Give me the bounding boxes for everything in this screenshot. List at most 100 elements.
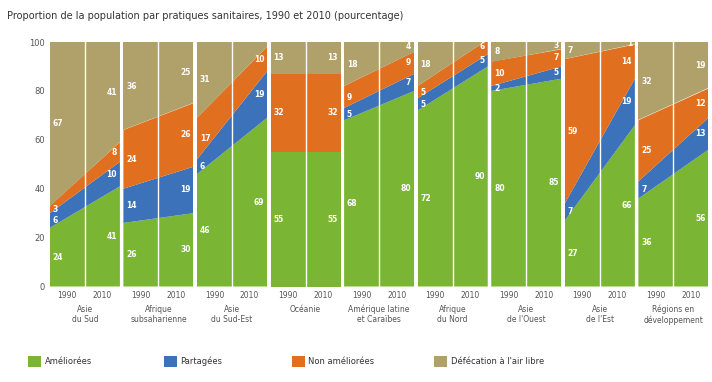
Text: 12: 12	[695, 99, 706, 108]
Text: 46: 46	[200, 226, 210, 235]
Text: 36: 36	[126, 81, 137, 91]
Text: 8: 8	[494, 47, 499, 56]
Text: 68: 68	[347, 199, 357, 208]
Polygon shape	[197, 47, 267, 159]
Text: 59: 59	[567, 127, 578, 136]
Text: 90: 90	[474, 172, 485, 181]
Text: 19: 19	[180, 185, 191, 194]
Text: 18: 18	[421, 60, 431, 68]
Text: 69: 69	[253, 197, 264, 207]
Polygon shape	[344, 42, 414, 86]
Text: 8: 8	[112, 147, 117, 157]
Text: 18: 18	[347, 60, 357, 68]
Text: 13: 13	[328, 53, 337, 62]
X-axis label: Asie
de l'Ouest: Asie de l'Ouest	[507, 304, 545, 324]
Text: 26: 26	[126, 250, 137, 259]
Text: 72: 72	[421, 194, 431, 203]
Text: 19: 19	[622, 97, 632, 107]
Text: 55: 55	[328, 215, 337, 224]
Text: 3: 3	[553, 41, 558, 50]
Polygon shape	[639, 150, 708, 286]
X-axis label: Asie
du Sud: Asie du Sud	[72, 304, 98, 324]
Text: 10: 10	[494, 69, 505, 78]
Polygon shape	[271, 152, 340, 286]
Text: 7: 7	[567, 46, 573, 55]
Text: 5: 5	[421, 100, 426, 109]
Text: 80: 80	[494, 184, 505, 193]
Text: 32: 32	[328, 108, 337, 117]
Text: 19: 19	[253, 90, 264, 99]
Text: 55: 55	[273, 215, 283, 224]
Text: 36: 36	[642, 238, 651, 247]
Text: 25: 25	[180, 68, 191, 77]
Text: 10: 10	[253, 55, 264, 64]
Text: Améliorées: Améliorées	[45, 357, 92, 366]
Text: Proportion de la population par pratiques sanitaires, 1990 et 2010 (pourcentage): Proportion de la population par pratique…	[7, 11, 404, 21]
Polygon shape	[418, 30, 488, 86]
Text: 32: 32	[642, 77, 651, 86]
Text: 13: 13	[273, 53, 284, 62]
Polygon shape	[50, 186, 120, 286]
Text: 5: 5	[553, 68, 558, 77]
X-axis label: Régions en
développement: Régions en développement	[644, 304, 703, 325]
Polygon shape	[197, 10, 267, 118]
Text: 67: 67	[53, 120, 63, 128]
X-axis label: Asie
du Sud-Est: Asie du Sud-Est	[211, 304, 253, 324]
Polygon shape	[418, 54, 488, 110]
Polygon shape	[50, 42, 120, 206]
Text: Non améliorées: Non améliorées	[308, 357, 375, 366]
Text: 5: 5	[347, 110, 352, 119]
Text: 1: 1	[627, 39, 632, 48]
X-axis label: Afrique
subsaharienne: Afrique subsaharienne	[130, 304, 187, 324]
Polygon shape	[50, 162, 120, 228]
Polygon shape	[271, 42, 340, 74]
Text: 7: 7	[553, 53, 558, 62]
Text: 31: 31	[200, 75, 210, 84]
Polygon shape	[344, 74, 414, 120]
Text: 66: 66	[622, 201, 632, 210]
Polygon shape	[639, 118, 708, 199]
Polygon shape	[491, 49, 561, 86]
Text: 30: 30	[180, 245, 191, 254]
Text: Partagées: Partagées	[180, 357, 222, 366]
Text: 4: 4	[406, 42, 412, 52]
X-axis label: Afrique
du Nord: Afrique du Nord	[437, 304, 468, 324]
Polygon shape	[491, 66, 561, 91]
X-axis label: Amérique latine
et Caraïbes: Amérique latine et Caraïbes	[348, 304, 410, 324]
Text: 85: 85	[548, 178, 558, 187]
Polygon shape	[491, 79, 561, 286]
Polygon shape	[271, 74, 340, 152]
Polygon shape	[565, 125, 635, 286]
Text: 13: 13	[695, 129, 706, 138]
Polygon shape	[344, 52, 414, 108]
Text: 80: 80	[401, 184, 412, 193]
Text: 5: 5	[480, 56, 485, 65]
Polygon shape	[418, 66, 488, 286]
Polygon shape	[565, 79, 635, 220]
Text: 6: 6	[200, 162, 205, 171]
X-axis label: Océanie: Océanie	[290, 304, 321, 314]
Text: 24: 24	[53, 253, 63, 262]
Text: 14: 14	[126, 201, 137, 210]
Polygon shape	[565, 42, 635, 59]
Polygon shape	[344, 91, 414, 286]
Polygon shape	[123, 167, 194, 223]
Text: Défécation à l'air libre: Défécation à l'air libre	[451, 357, 544, 366]
Text: 15: 15	[254, 24, 264, 33]
Text: 25: 25	[642, 146, 651, 155]
Text: 7: 7	[642, 185, 646, 194]
Polygon shape	[197, 118, 267, 286]
Text: 7: 7	[567, 207, 573, 217]
Text: 4: 4	[480, 30, 485, 39]
Polygon shape	[639, 89, 708, 181]
Text: 10: 10	[107, 170, 117, 178]
Text: 6: 6	[53, 216, 58, 225]
Polygon shape	[123, 42, 194, 130]
Polygon shape	[565, 44, 635, 203]
Text: 5: 5	[421, 87, 426, 97]
Text: 41: 41	[107, 87, 117, 97]
Text: 56: 56	[695, 214, 706, 223]
Text: 24: 24	[126, 155, 137, 164]
Text: 2: 2	[494, 84, 499, 93]
Polygon shape	[418, 40, 488, 98]
